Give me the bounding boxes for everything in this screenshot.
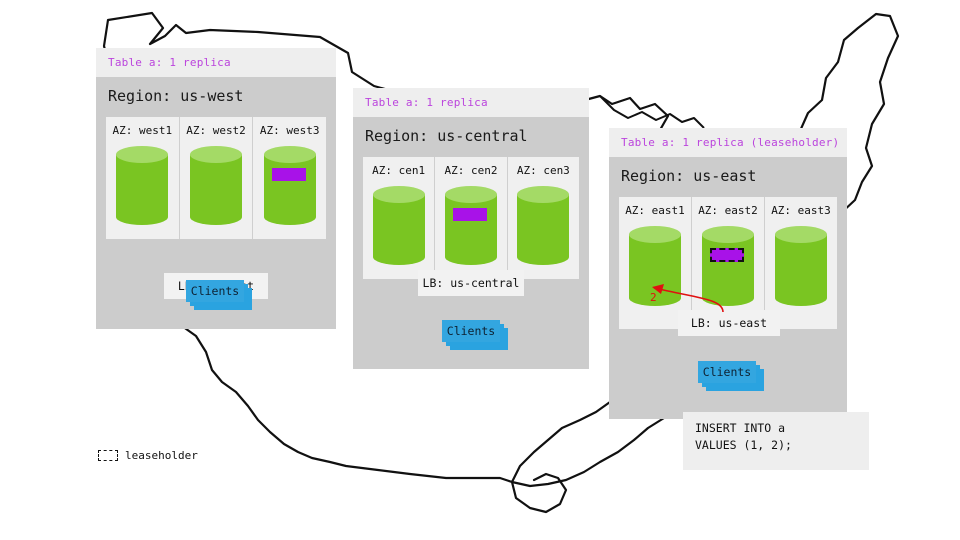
region-header-us-central: Table a: 1 replica bbox=[353, 88, 589, 117]
cylinder-body bbox=[372, 194, 425, 257]
cylinder-top bbox=[629, 226, 681, 243]
legend-label: leaseholder bbox=[125, 449, 198, 462]
cylinder-bottom bbox=[444, 249, 497, 265]
az-cell-west1[interactable]: AZ: west1 bbox=[106, 117, 180, 239]
node-cylinder-east3[interactable] bbox=[775, 226, 827, 306]
cylinder-body bbox=[702, 234, 754, 298]
cylinder-body bbox=[629, 234, 681, 298]
az-cell-west3[interactable]: AZ: west3 bbox=[253, 117, 326, 239]
cylinder-bottom bbox=[116, 209, 169, 225]
load-balancer-us-central[interactable]: LB: us-central bbox=[418, 270, 524, 296]
az-cell-cen2[interactable]: AZ: cen2 bbox=[435, 157, 508, 279]
cylinder-bottom bbox=[517, 249, 570, 265]
clients-button-us-west[interactable]: Clients bbox=[186, 280, 244, 302]
cylinder-top bbox=[775, 226, 827, 243]
cylinder-top bbox=[517, 186, 570, 203]
az-label-east1: AZ: east1 bbox=[625, 204, 685, 217]
cylinder-top bbox=[372, 186, 425, 203]
region-panel-us-west: Table a: 1 replica Region: us-west AZ: w… bbox=[96, 48, 336, 329]
az-row-us-central: AZ: cen1 AZ: cen2 bbox=[363, 157, 579, 279]
az-label-west3: AZ: west3 bbox=[259, 124, 320, 137]
cylinder-top bbox=[190, 146, 242, 163]
cylinder-body bbox=[116, 154, 169, 217]
az-label-east2: AZ: east2 bbox=[698, 204, 758, 217]
node-cylinder-cen3[interactable] bbox=[517, 186, 570, 265]
leaseholder-swatch-icon bbox=[98, 450, 118, 461]
az-label-cen2: AZ: cen2 bbox=[444, 164, 498, 177]
region-title-us-east: Region: us-east bbox=[621, 167, 757, 185]
region-header-us-east: Table a: 1 replica (leaseholder) bbox=[609, 128, 847, 157]
cylinder-top bbox=[444, 186, 497, 203]
region-header-us-west: Table a: 1 replica bbox=[96, 48, 336, 77]
cylinder-body bbox=[775, 234, 827, 298]
node-cylinder-west2[interactable] bbox=[190, 146, 242, 225]
az-cell-west2[interactable]: AZ: west2 bbox=[180, 117, 254, 239]
node-cylinder-west3[interactable] bbox=[263, 146, 316, 225]
node-cylinder-cen1[interactable] bbox=[372, 186, 425, 265]
az-cell-east3[interactable]: AZ: east3 bbox=[765, 197, 837, 329]
region-title-us-west: Region: us-west bbox=[108, 87, 244, 105]
node-cylinder-cen2[interactable] bbox=[444, 186, 497, 265]
az-label-cen3: AZ: cen3 bbox=[516, 164, 570, 177]
clients-us-west[interactable]: Clients bbox=[186, 280, 254, 310]
load-balancer-us-east[interactable]: LB: us-east bbox=[678, 310, 780, 336]
cylinder-top bbox=[116, 146, 169, 163]
clients-us-central[interactable]: Clients bbox=[442, 320, 510, 350]
replica-marker-cen2[interactable] bbox=[452, 208, 487, 221]
cylinder-bottom bbox=[372, 249, 425, 265]
cylinder-body bbox=[263, 154, 316, 217]
az-cell-cen1[interactable]: AZ: cen1 bbox=[363, 157, 436, 279]
cylinder-top bbox=[702, 226, 754, 243]
region-body-us-central: Region: us-central AZ: cen1 AZ: cen2 bbox=[353, 117, 589, 369]
cylinder-body bbox=[190, 154, 242, 217]
cylinder-bottom bbox=[775, 290, 827, 306]
az-label-west1: AZ: west1 bbox=[112, 124, 173, 137]
clients-button-us-central[interactable]: Clients bbox=[442, 320, 500, 342]
region-title-us-central: Region: us-central bbox=[365, 127, 528, 145]
cylinder-body bbox=[517, 194, 570, 257]
az-row-us-west: AZ: west1 AZ: west2 bbox=[106, 117, 326, 239]
clients-button-us-east[interactable]: Clients bbox=[698, 361, 756, 383]
region-panel-us-central: Table a: 1 replica Region: us-central AZ… bbox=[353, 88, 589, 369]
az-cell-cen3[interactable]: AZ: cen3 bbox=[508, 157, 579, 279]
replica-marker-west3[interactable] bbox=[271, 168, 306, 181]
node-cylinder-west1[interactable] bbox=[116, 146, 169, 225]
sql-statement-box: INSERT INTO a VALUES (1, 2); bbox=[683, 412, 869, 470]
cylinder-top bbox=[263, 146, 316, 163]
legend-leaseholder: leaseholder bbox=[98, 449, 198, 462]
az-label-cen1: AZ: cen1 bbox=[372, 164, 426, 177]
cylinder-bottom bbox=[702, 290, 754, 306]
cylinder-body bbox=[444, 194, 497, 257]
node-cylinder-east2[interactable] bbox=[702, 226, 754, 306]
cylinder-bottom bbox=[263, 209, 316, 225]
leaseholder-replica-marker-east2[interactable] bbox=[710, 248, 744, 262]
clients-us-east[interactable]: Clients bbox=[698, 361, 766, 391]
az-label-east3: AZ: east3 bbox=[771, 204, 831, 217]
az-label-west2: AZ: west2 bbox=[186, 124, 246, 137]
arrow-step-number: 2 bbox=[650, 291, 657, 304]
region-body-us-west: Region: us-west AZ: west1 AZ: west2 bbox=[96, 77, 336, 329]
cylinder-bottom bbox=[190, 209, 242, 225]
